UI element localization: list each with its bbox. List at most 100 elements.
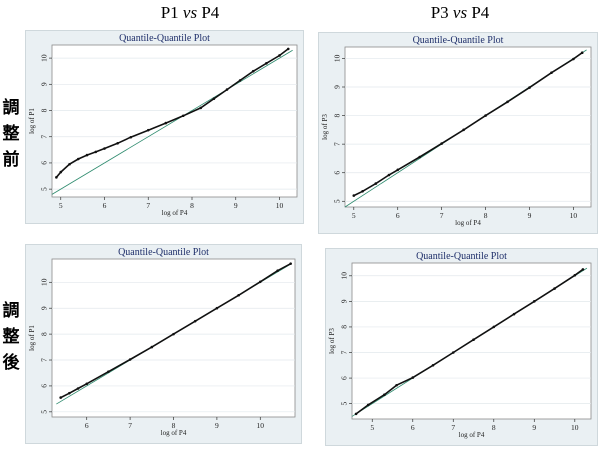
tick-label-y: 8 (40, 332, 49, 336)
tick-label-y: 5 (40, 410, 49, 414)
row-header-before-adjustment: 調 整 前 (0, 95, 22, 173)
quantile-point (199, 106, 203, 110)
quantile-point (492, 325, 496, 329)
quantile-point (395, 383, 398, 387)
tick-label-x: 8 (190, 201, 194, 210)
quantile-point (532, 300, 536, 303)
chart-title: Quantile-Quantile Plot (118, 247, 209, 258)
row-char: 後 (2, 353, 20, 373)
tick-label-x: 8 (172, 421, 176, 430)
chart-title: Quantile-Quantile Plot (119, 33, 210, 44)
tick-label-y: 6 (340, 376, 349, 380)
tick-label-y: 9 (333, 85, 342, 89)
quantile-point (352, 194, 356, 197)
quantile-point (374, 182, 378, 185)
tick-label-y: 5 (333, 199, 342, 203)
quantile-point (85, 153, 89, 157)
tick-label-x: 8 (484, 211, 488, 220)
tick-label-x: 6 (396, 211, 400, 220)
chart-title: Quantile-Quantile Plot (416, 251, 507, 262)
tick-label-y: 6 (333, 171, 342, 175)
y-axis-label: log of P3 (321, 114, 329, 140)
quantile-point (212, 97, 216, 101)
quantile-point (237, 293, 240, 297)
tick-label-x: 9 (215, 421, 219, 430)
quantile-point (103, 147, 106, 150)
row-char: 整 (2, 124, 20, 144)
quantile-point (396, 168, 400, 172)
quantile-point (580, 51, 584, 55)
quantile-point (59, 396, 62, 399)
qq-plot-svg: 5 6 7 8 9 10 5 6 7 8 9 10 log of P4 log of P3 (328, 262, 592, 439)
quantile-point (289, 262, 292, 265)
quantile-point (383, 393, 386, 397)
header-vs: vs (452, 3, 468, 22)
quantile-point (286, 47, 290, 51)
quantile-point (94, 150, 98, 154)
header-text: P4 (197, 3, 220, 22)
quantile-point (361, 189, 364, 193)
quantile-point (431, 363, 435, 367)
quantile-point (251, 69, 255, 73)
quantile-point (172, 332, 175, 336)
tick-label-y: 10 (340, 272, 349, 280)
row-char: 調 (2, 301, 20, 321)
x-axis-label: log of P4 (459, 431, 485, 439)
quantile-point (484, 114, 487, 117)
qq-plot-svg: 5 6 7 8 9 10 5 6 7 8 9 10 log of P4 log of P3 (321, 46, 592, 227)
quantile-point (581, 268, 585, 271)
tick-label-x: 6 (103, 201, 107, 210)
y-axis-label: log of P1 (28, 108, 36, 134)
tick-label-x: 7 (128, 421, 132, 430)
tick-label-x: 5 (59, 201, 63, 210)
x-axis-label: log of P4 (162, 209, 188, 217)
qq-plot-panel-top-left: Quantile-Quantile Plot 5 6 7 8 9 10 5 6 7 8 9 10 log… (25, 30, 304, 224)
x-axis-label: log of P4 (455, 219, 481, 227)
tick-label-x: 7 (451, 423, 455, 432)
tick-label-y: 5 (40, 187, 49, 191)
y-axis-label: log of P1 (28, 325, 36, 351)
header-text: P1 (160, 3, 183, 22)
tick-label-x: 10 (257, 421, 265, 430)
header-vs: vs (182, 3, 198, 22)
quantile-point (354, 412, 358, 416)
row-char: 調 (2, 98, 20, 118)
quantile-point (258, 280, 262, 284)
quantile-point (128, 358, 132, 361)
quantile-point (512, 312, 516, 316)
quantile-point (278, 54, 281, 57)
tick-label-x: 9 (532, 423, 536, 432)
header-text: P4 (467, 3, 490, 22)
quantile-point (193, 319, 197, 323)
quantile-point (553, 287, 556, 290)
tick-label-x: 7 (146, 201, 150, 210)
quantile-point (550, 71, 553, 75)
tick-label-y: 9 (40, 82, 49, 86)
quantile-point (573, 273, 577, 277)
tick-label-y: 8 (40, 108, 49, 112)
row-header-after-adjustment: 調 整 後 (0, 298, 22, 376)
quantile-curve (55, 48, 289, 178)
tick-label-y: 10 (40, 278, 49, 286)
column-header-p3-vs-p4: P3 vs P4 (330, 3, 590, 23)
qq-plot-svg: 5 6 7 8 9 10 5 6 7 8 9 10 log of P4 log of P1 (28, 44, 298, 217)
quantile-point (462, 128, 465, 132)
tick-label-y: 7 (40, 358, 49, 362)
reference-line (51, 49, 293, 195)
quantile-curve (60, 262, 292, 399)
tick-label-x: 9 (234, 201, 238, 210)
quantile-point (225, 88, 229, 91)
quantile-point (181, 114, 185, 118)
tick-label-x: 9 (528, 211, 532, 220)
qq-plot-panel-bottom-right: Quantile-Quantile Plot 5 6 7 8 9 10 5 6 7 8 9 10 log… (325, 248, 598, 446)
quantile-point (107, 370, 110, 373)
quantile-point (276, 269, 279, 272)
tick-label-y: 6 (40, 161, 49, 165)
quantile-point (68, 391, 71, 395)
quantile-point (215, 306, 219, 310)
quantile-point (440, 142, 443, 145)
qq-plot-panel-top-right: Quantile-Quantile Plot 5 6 7 8 9 10 5 6 7 8 9 10 log… (318, 32, 598, 234)
quantile-point (572, 57, 575, 61)
tick-label-y: 7 (333, 142, 342, 146)
quantile-point (451, 351, 455, 354)
